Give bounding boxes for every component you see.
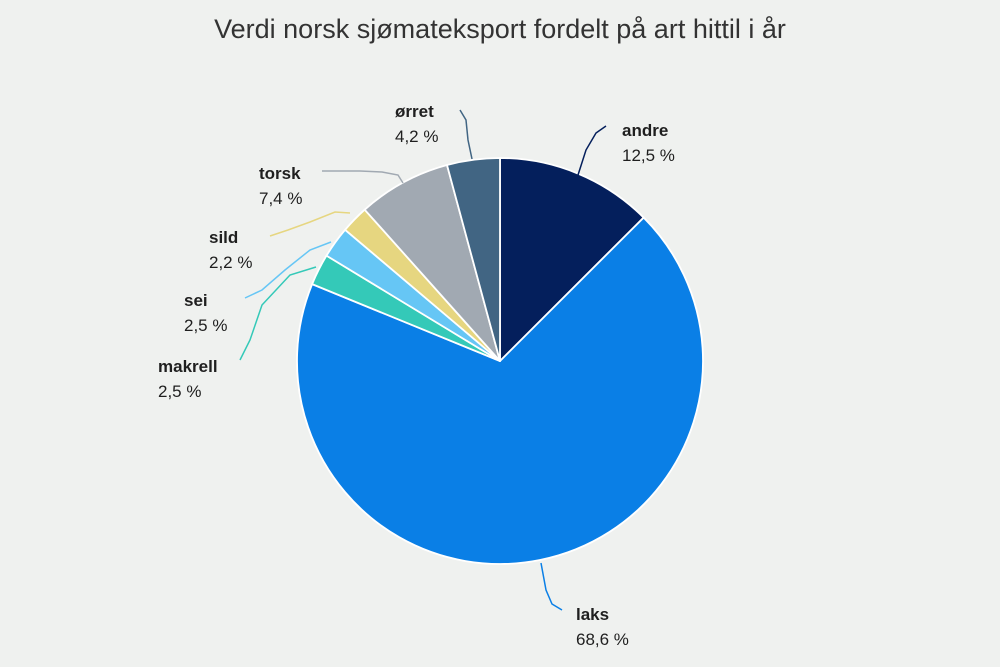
slice-label-sei: sei	[184, 291, 208, 310]
leader-line-sei	[244, 241, 332, 299]
slice-value-torsk: 7,4 %	[259, 189, 302, 208]
slice-value-ørret: 4,2 %	[395, 127, 438, 146]
slice-label-andre: andre	[622, 121, 668, 140]
pie-slice-laks	[296, 216, 704, 565]
slice-label-makrell: makrell	[158, 357, 218, 376]
labels-layer: andre 12,5 % laks 68,6 % makrell 2,5 % sei 2,5 …	[158, 102, 675, 649]
leader-line-sild	[269, 211, 351, 237]
slice-label-sild: sild	[209, 228, 238, 247]
leader-line-torsk	[322, 170, 404, 184]
leader-line-laks	[540, 562, 563, 611]
pie-slice-ørret	[446, 157, 501, 362]
slices-layer	[296, 157, 704, 565]
slice-label-ørret: ørret	[395, 102, 434, 121]
slice-value-sild: 2,2 %	[209, 253, 252, 272]
chart-title: Verdi norsk sjømateksport fordelt på art…	[214, 14, 786, 44]
slice-value-andre: 12,5 %	[622, 146, 675, 165]
slice-value-laks: 68,6 %	[576, 630, 629, 649]
leader-line-andre	[577, 125, 607, 176]
leader-line-ørret	[459, 109, 473, 160]
slice-label-laks: laks	[576, 605, 609, 624]
slice-value-sei: 2,5 %	[184, 316, 227, 335]
slice-value-makrell: 2,5 %	[158, 382, 201, 401]
slice-label-torsk: torsk	[259, 164, 301, 183]
leader-lines-layer	[239, 109, 607, 611]
leader-line-makrell	[239, 266, 317, 361]
